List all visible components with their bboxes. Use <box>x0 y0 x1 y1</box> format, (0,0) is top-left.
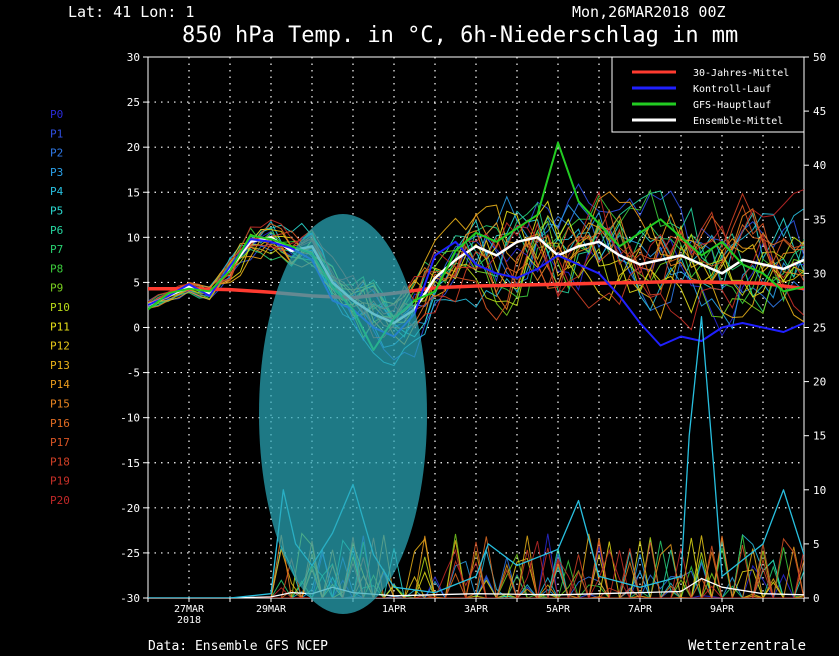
member-temp-line <box>148 214 804 319</box>
member-label: P14 <box>50 378 70 391</box>
x-tick-label: 29MAR <box>256 604 287 615</box>
x-tick-year-label: 2018 <box>177 615 201 626</box>
member-label: P6 <box>50 224 63 237</box>
member-label: P20 <box>50 494 70 507</box>
member-label: P12 <box>50 340 70 353</box>
chart-title: 850 hPa Temp. in °C, 6h-Niederschlag in … <box>182 23 738 48</box>
y-left-tick-label: 10 <box>127 231 140 244</box>
member-label: P10 <box>50 301 70 314</box>
chart-footer: Data: Ensemble GFS NCEP Wetterzentrale <box>148 638 806 654</box>
legend-label: Ensemble-Mittel <box>693 116 783 127</box>
y-right-tick-label: 30 <box>813 267 826 280</box>
y-left-tick-label: 20 <box>127 141 140 154</box>
y-left-tick-label: -30 <box>120 592 140 605</box>
x-tick-label: 5APR <box>546 604 571 615</box>
y-left-tick-label: -10 <box>120 412 140 425</box>
ensemble-members-precipitation <box>148 532 804 598</box>
member-precip-line <box>148 544 804 598</box>
highlight-ellipse-annotation <box>259 214 427 614</box>
member-label: P11 <box>50 320 70 333</box>
member-precip-line <box>148 537 804 598</box>
legend-box: 30-Jahres-Mittel Kontroll-Lauf GFS-Hauptla… <box>611 56 805 133</box>
y-left-tick-label: 30 <box>127 51 140 64</box>
member-temp-line <box>148 189 804 328</box>
member-label: P15 <box>50 398 70 411</box>
y-left-tick-label: -25 <box>120 547 140 560</box>
member-label-list: P0 P1 P2 P3 P4 P5 P6 P7 P8 P9 P10 P11 P12 P13 P14 P15 P1… <box>50 108 70 507</box>
y-left-tick-label: 15 <box>127 186 140 199</box>
member-label: P7 <box>50 243 63 256</box>
member-temp-line <box>148 207 804 311</box>
location-label: Lat: 41 Lon: 1 <box>68 3 194 21</box>
member-precip-line <box>148 535 804 598</box>
x-tick-label: 7APR <box>628 604 653 615</box>
y-right-tick-label: 10 <box>813 484 826 497</box>
legend-label: GFS-Hauptlauf <box>693 100 771 111</box>
series-line-gfs-hauptlauf <box>148 141 804 351</box>
x-tick-label: 3APR <box>464 604 489 615</box>
y-left-tick-label: -15 <box>120 457 140 470</box>
y-axis-left: -30 -25 -20 -15 -10 -5 0 5 10 15 20 25 30 <box>120 51 148 605</box>
member-precip-line <box>148 533 804 598</box>
y-right-tick-label: 25 <box>813 322 826 335</box>
y-left-tick-label: 25 <box>127 96 140 109</box>
member-temp-line <box>148 192 804 339</box>
member-precip-line <box>148 539 804 598</box>
y-left-tick-label: -5 <box>127 367 140 380</box>
y-right-tick-label: 40 <box>813 159 826 172</box>
member-label: P9 <box>50 282 63 295</box>
member-precip-line <box>148 533 804 598</box>
member-temp-line <box>148 222 804 309</box>
highlight-ellipse <box>259 214 427 614</box>
y-left-tick-label: -20 <box>120 502 140 515</box>
y-left-tick-label: 5 <box>133 276 140 289</box>
member-label: P5 <box>50 205 63 218</box>
member-label: P1 <box>50 127 63 140</box>
member-label: P3 <box>50 166 63 179</box>
member-label: P17 <box>50 436 70 449</box>
series-line-ensemble-niederschlag-maximum <box>148 316 804 598</box>
chart-header: Lat: 41 Lon: 1 Mon,26MAR2018 00Z 850 hPa… <box>68 3 738 48</box>
y-right-tick-label: 20 <box>813 376 826 389</box>
member-label: P4 <box>50 185 64 198</box>
member-label: P0 <box>50 108 63 121</box>
member-label: P13 <box>50 359 70 372</box>
y-right-tick-label: 5 <box>813 538 820 551</box>
grid-lines <box>148 57 804 598</box>
legend-label: Kontroll-Lauf <box>693 84 771 95</box>
y-right-tick-label: 0 <box>813 592 820 605</box>
brand-label: Wetterzentrale <box>688 638 806 654</box>
data-source: Data: Ensemble GFS NCEP <box>148 639 328 654</box>
x-tick-label: 27MAR <box>174 604 205 615</box>
member-precip-line <box>148 537 804 598</box>
member-label: P18 <box>50 455 70 468</box>
y-left-tick-label: 0 <box>133 322 140 335</box>
run-timestamp: Mon,26MAR2018 00Z <box>572 3 726 21</box>
member-label: P8 <box>50 262 63 275</box>
y-axis-right: 0 5 10 15 20 25 30 35 40 45 50 <box>804 51 826 605</box>
series-line-kontroll-lauf <box>148 238 804 347</box>
series-line-30-jahres-mittel <box>148 279 804 300</box>
member-label: P2 <box>50 147 63 160</box>
member-temp-line <box>148 219 804 331</box>
y-right-tick-label: 15 <box>813 430 826 443</box>
x-tick-label: 9APR <box>710 604 735 615</box>
y-right-tick-label: 35 <box>813 213 826 226</box>
y-right-tick-label: 50 <box>813 51 826 64</box>
x-tick-label: 1APR <box>382 604 407 615</box>
member-label: P16 <box>50 417 70 430</box>
member-label: P19 <box>50 475 70 488</box>
legend-label: 30-Jahres-Mittel <box>693 68 789 79</box>
series-line-ensemble-mittel-niederschlag <box>148 577 804 598</box>
y-right-tick-label: 45 <box>813 105 826 118</box>
